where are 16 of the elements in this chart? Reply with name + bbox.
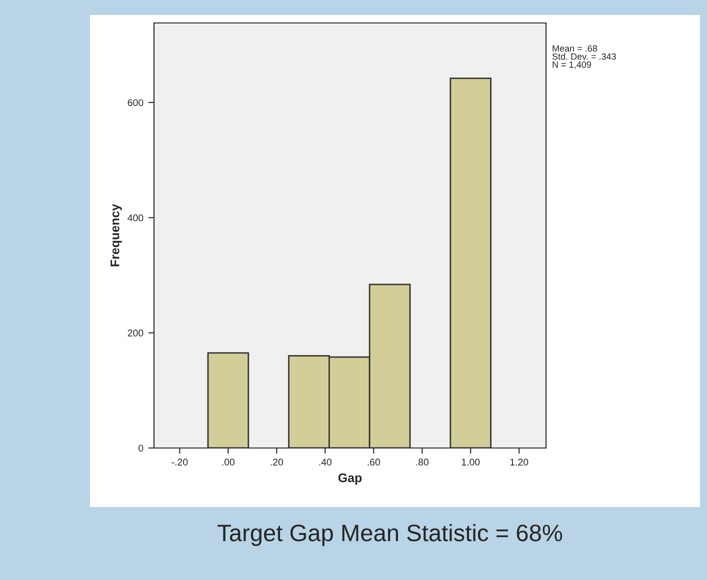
y-tick-label: 400 xyxy=(128,214,144,222)
text: Mean = .68 Std. Dev. = .343 N = 1,409 xyxy=(552,45,616,69)
x-tick-label: .00 xyxy=(222,458,235,466)
x-tick-label: .20 xyxy=(270,458,284,466)
y-tick-label: 0 xyxy=(138,444,144,452)
x-tick-label: -.20 xyxy=(172,458,188,466)
y-axis-title: Frequency xyxy=(110,204,122,266)
x-axis-title: Gap xyxy=(338,473,362,485)
y-tick-label: 600 xyxy=(128,99,144,106)
x-tick-label: .60 xyxy=(368,458,380,466)
x-tick-label: 1.20 xyxy=(510,458,528,466)
x-tick-label: 1.00 xyxy=(462,458,480,466)
text: Target Gap Mean Statistic = 68% xyxy=(218,524,562,546)
y-tick-label: 200 xyxy=(128,330,144,336)
x-tick-label: .80 xyxy=(416,458,428,466)
x-tick-label: .40 xyxy=(319,458,332,466)
